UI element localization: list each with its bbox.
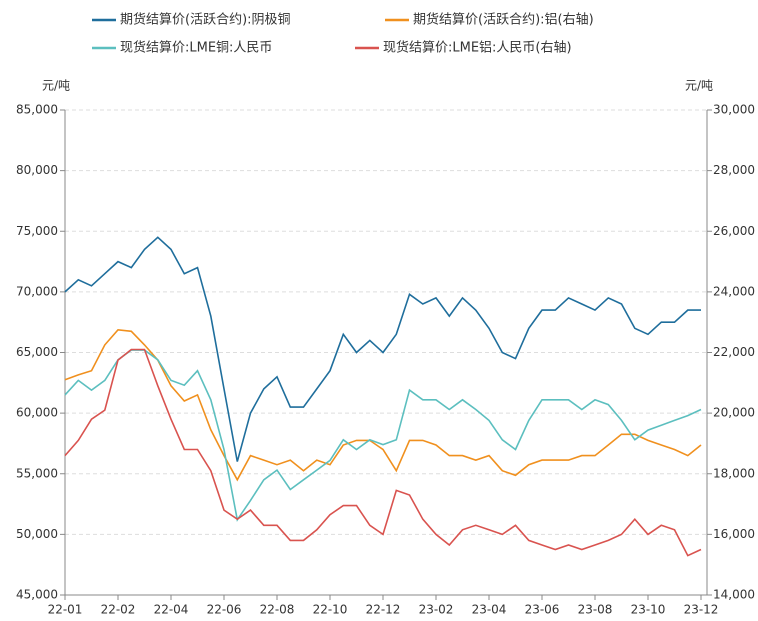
series-line <box>64 236 701 462</box>
y-tick-label: 55,000 <box>16 466 58 480</box>
x-tick-label: 23-04 <box>472 603 507 617</box>
y2-tick-label: 20,000 <box>713 406 755 420</box>
x-tick-label: 22-01 <box>48 603 83 617</box>
x-tick-label: 22-06 <box>207 603 242 617</box>
x-tick-label: 22-08 <box>260 603 295 617</box>
y-tick-label: 85,000 <box>16 103 58 117</box>
y-tick-label: 50,000 <box>16 527 58 541</box>
y2-tick-label: 26,000 <box>713 224 755 238</box>
y2-tick-label: 24,000 <box>713 284 755 298</box>
legend-label: 期货结算价(活跃合约):阴极铜 <box>120 12 291 28</box>
y-axis-label: 元/吨 <box>42 79 70 93</box>
y2-tick-label: 14,000 <box>713 588 755 602</box>
x-tick-label: 22-02 <box>101 603 136 617</box>
series-line <box>64 328 702 482</box>
y-tick-label: 60,000 <box>16 406 58 420</box>
x-tick-label: 23-08 <box>578 603 613 617</box>
y2-axis-label: 元/吨 <box>685 79 713 93</box>
legend-label: 现货结算价:LME铜:人民币 <box>120 40 272 56</box>
x-tick-label: 23-10 <box>631 603 666 617</box>
series-line <box>64 349 702 522</box>
y2-tick-label: 30,000 <box>713 103 755 117</box>
x-tick-label: 23-06 <box>525 603 560 617</box>
x-tick-label: 22-10 <box>313 603 348 617</box>
y-tick-label: 80,000 <box>16 163 58 177</box>
y-tick-label: 45,000 <box>16 588 58 602</box>
y2-tick-label: 16,000 <box>713 527 755 541</box>
legend-label: 期货结算价(活跃合约):铝(右轴) <box>413 12 594 28</box>
series-line <box>64 348 702 557</box>
y2-tick-label: 22,000 <box>713 345 755 359</box>
x-tick-label: 22-04 <box>154 603 189 617</box>
x-tick-label: 23-02 <box>419 603 454 617</box>
y-tick-label: 75,000 <box>16 224 58 238</box>
y2-tick-label: 28,000 <box>713 163 755 177</box>
x-tick-label: 22-12 <box>366 603 401 617</box>
y2-tick-label: 18,000 <box>713 466 755 480</box>
y-tick-label: 70,000 <box>16 284 58 298</box>
y-tick-label: 65,000 <box>16 345 58 359</box>
x-tick-label: 23-12 <box>684 603 719 617</box>
legend-label: 现货结算价:LME铝:人民币(右轴) <box>383 40 572 56</box>
